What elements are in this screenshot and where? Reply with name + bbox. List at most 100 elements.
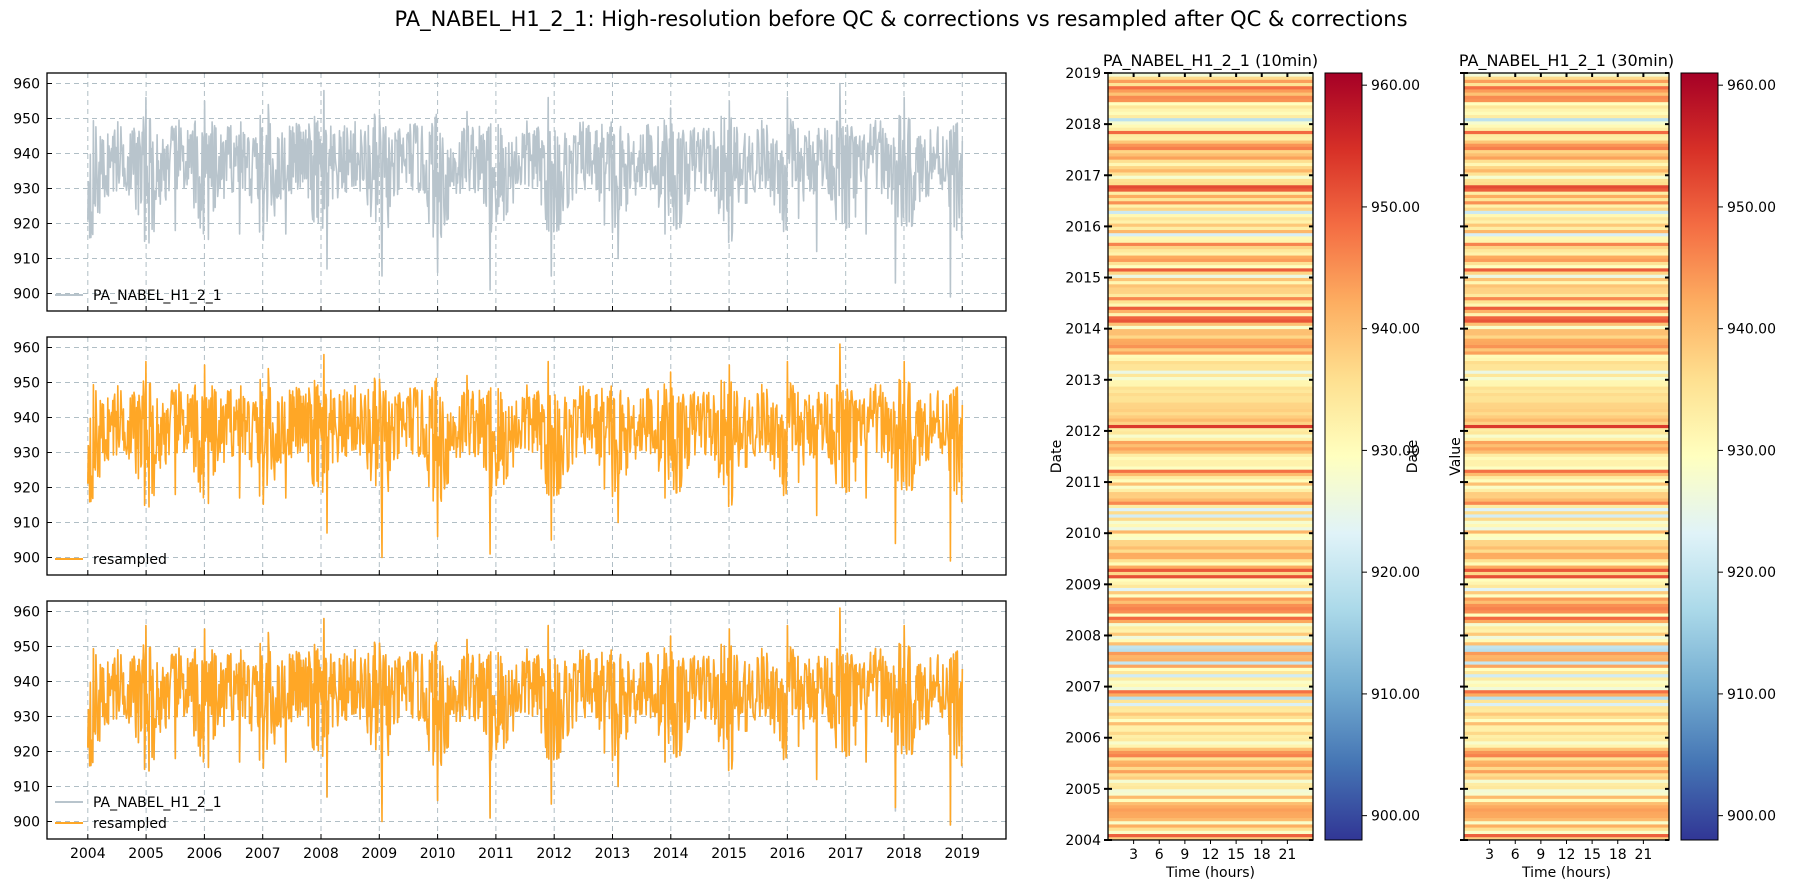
- heat-row: [1108, 501, 1313, 505]
- heat-row: [1464, 673, 1669, 678]
- heat-row: [1108, 280, 1313, 285]
- heat-row: [1108, 804, 1313, 809]
- heat-row: [1108, 386, 1313, 390]
- heat-row: [1464, 514, 1669, 518]
- heat-row: [1464, 542, 1669, 547]
- heat-row: [1464, 287, 1669, 291]
- heat-row: [1108, 204, 1313, 208]
- heat-row: [1464, 785, 1669, 790]
- heat-row: [1464, 405, 1669, 409]
- heat-row: [1108, 322, 1313, 326]
- heat-row: [1464, 136, 1669, 141]
- colorbar-tick-label: 960.00: [1727, 78, 1776, 94]
- heat-row: [1464, 280, 1669, 285]
- heat-row: [1464, 427, 1669, 432]
- colorbar-tick-label: 940.00: [1727, 322, 1776, 338]
- heat-row: [1464, 306, 1669, 310]
- y-tick-label: 940: [13, 147, 40, 163]
- heat-row: [1108, 440, 1313, 445]
- y-tick-label: 2012: [1065, 424, 1101, 440]
- heat-row: [1108, 175, 1313, 179]
- heat-row: [1464, 152, 1669, 157]
- heat-row: [1108, 715, 1313, 719]
- heat-row: [1464, 613, 1669, 617]
- heat-row: [1464, 769, 1669, 774]
- heat-row: [1108, 667, 1313, 672]
- line-panel-resampled: 900 910 920 930 940 950 960 resampled: [13, 336, 1007, 576]
- heat-row: [1464, 763, 1669, 767]
- heat-row: [1108, 140, 1313, 144]
- heat-row: [1464, 686, 1669, 691]
- heat-row: [1464, 510, 1669, 515]
- y-tick-label: 910: [13, 252, 40, 268]
- heat-row: [1108, 514, 1313, 518]
- heat-row: [1464, 255, 1669, 259]
- y-tick-label: 960: [13, 341, 40, 357]
- heatmap-title: PA_NABEL_H1_2_1 (30min): [1459, 51, 1674, 71]
- heat-row: [1464, 718, 1669, 723]
- heat-row: [1108, 172, 1313, 176]
- heat-row: [1464, 804, 1669, 809]
- heat-row: [1108, 779, 1313, 783]
- y-tick-label: 2010: [1065, 526, 1101, 542]
- heat-row: [1464, 88, 1669, 93]
- heat-row: [1108, 590, 1313, 595]
- heat-row: [1108, 577, 1313, 582]
- heat-row: [1108, 88, 1313, 93]
- heat-row: [1464, 133, 1669, 138]
- heat-row: [1464, 82, 1669, 87]
- heat-row: [1464, 398, 1669, 403]
- heat-row: [1108, 383, 1313, 387]
- heat-row: [1464, 283, 1669, 288]
- heat-row: [1464, 501, 1669, 505]
- heat-row: [1464, 779, 1669, 783]
- y-axis-label: Date: [1049, 440, 1065, 473]
- heat-row: [1464, 571, 1669, 576]
- heat-row: [1464, 753, 1669, 758]
- heat-row: [1464, 414, 1669, 419]
- heat-row: [1108, 178, 1313, 183]
- heat-row: [1108, 82, 1313, 87]
- heat-row: [1464, 577, 1669, 582]
- heat-row: [1108, 625, 1313, 630]
- heat-row: [1108, 283, 1313, 288]
- heat-row: [1108, 670, 1313, 675]
- heat-row: [1108, 104, 1313, 109]
- heat-row: [1108, 692, 1313, 697]
- heat-row: [1108, 130, 1313, 135]
- y-tick-label: 2015: [1065, 271, 1101, 287]
- heat-row: [1108, 124, 1313, 128]
- heat-row: [1464, 801, 1669, 806]
- heat-row: [1108, 255, 1313, 259]
- y-tick-label: 950: [13, 640, 40, 656]
- heat-row: [1464, 731, 1669, 735]
- heat-row: [1464, 312, 1669, 317]
- heat-row: [1464, 533, 1669, 537]
- legend-label: resampled: [93, 552, 167, 568]
- heat-row: [1108, 271, 1313, 275]
- y-tick-label: 940: [13, 675, 40, 691]
- heat-row: [1464, 325, 1669, 330]
- heat-row: [1464, 446, 1669, 451]
- heat-row: [1464, 833, 1669, 838]
- heat-row: [1464, 836, 1669, 841]
- heat-row: [1464, 450, 1669, 454]
- heat-row: [1108, 95, 1313, 99]
- heat-row: [1108, 552, 1313, 556]
- heat-row: [1108, 197, 1313, 202]
- heat-row: [1108, 686, 1313, 691]
- colorbar-tick-label: 950.00: [1371, 200, 1420, 216]
- heat-row: [1108, 593, 1313, 598]
- heat-row: [1108, 338, 1313, 342]
- heat-row: [1464, 178, 1669, 183]
- heat-row: [1464, 331, 1669, 336]
- heat-row: [1108, 162, 1313, 167]
- heat-row: [1464, 788, 1669, 793]
- heat-row: [1108, 753, 1313, 758]
- heat-row: [1464, 341, 1669, 346]
- heat-row: [1464, 146, 1669, 151]
- heat-row: [1108, 517, 1313, 521]
- heatmap-title: PA_NABEL_H1_2_1 (10min): [1103, 51, 1318, 71]
- x-tick-label: 2007: [245, 846, 281, 862]
